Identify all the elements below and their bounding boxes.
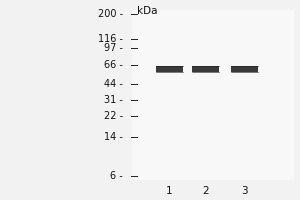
Text: 3: 3: [241, 186, 248, 196]
Text: 31 -: 31 -: [104, 95, 123, 105]
Bar: [231, 66, 258, 72]
Text: 22 -: 22 -: [104, 111, 123, 121]
Text: 6 -: 6 -: [110, 171, 123, 181]
Text: 66 -: 66 -: [104, 60, 123, 70]
Text: 2: 2: [202, 186, 209, 196]
Text: 97 -: 97 -: [104, 43, 123, 53]
Text: 200 -: 200 -: [98, 9, 123, 19]
Text: 14 -: 14 -: [104, 132, 123, 142]
Text: kDa: kDa: [136, 6, 157, 16]
Text: 44 -: 44 -: [104, 79, 123, 89]
Text: 1: 1: [166, 186, 173, 196]
Bar: [156, 66, 183, 72]
Bar: [132, 10, 294, 180]
Bar: [192, 66, 219, 72]
Text: 116 -: 116 -: [98, 34, 123, 44]
